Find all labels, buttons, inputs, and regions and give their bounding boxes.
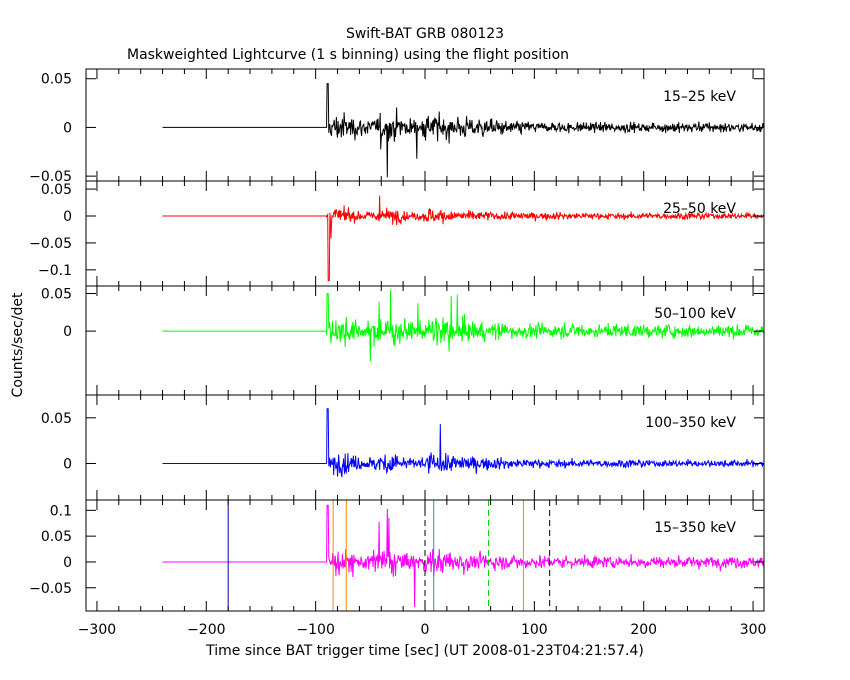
x-tick-label: −300 [78,622,116,638]
panel-frame [85,285,765,396]
y-tick-label: 0.05 [41,529,72,545]
series-line [162,408,765,478]
x-tick-label: 300 [740,622,767,638]
x-axis-label: Time since BAT trigger time [sec] (UT 20… [205,643,644,659]
panel-3: 0 0.05 50–100 keV [41,285,765,396]
chart-title: Swift-BAT GRB 080123 [346,26,504,42]
band-label: 50–100 keV [654,306,736,322]
panel-1: −0.05 0 0.05 15–25 keV [29,68,765,185]
series-line [162,290,765,362]
x-tick-label: 200 [630,622,657,638]
y-tick-label: 0 [63,324,72,340]
band-label: 100–350 keV [645,415,736,431]
series-line [162,195,765,282]
y-tick-label: −0.05 [29,236,72,252]
panel-5: −0.05 0 0.05 0.1 15–350 keV [29,499,765,612]
x-tick-label: 100 [521,622,548,638]
panel-4: 0 0.05 100–350 keV [41,394,765,501]
y-axis-label: Counts/sec/det [10,292,26,397]
x-tick-label: −200 [187,622,225,638]
y-tick-label: 0 [63,209,72,225]
y-tick-label: 0.05 [41,411,72,427]
y-tick-label: −0.1 [38,263,72,279]
y-tick-label: 0.1 [50,503,72,519]
y-tick-label: 0.05 [41,182,72,198]
y-tick-label: 0 [63,456,72,472]
chart-subtitle: Maskweighted Lightcurve (1 s binning) us… [127,47,569,63]
y-tick-label: 0 [63,120,72,136]
y-tick-label: −0.05 [29,581,72,597]
band-label: 15–350 keV [654,520,736,536]
series-line [162,83,765,178]
panel-2: −0.1 −0.05 0 0.05 25–50 keV [29,180,765,287]
y-tick-label: 0 [63,555,72,571]
panel-frame [85,180,765,287]
y-tick-label: 0.05 [41,72,72,88]
y-tick-label: 0.05 [41,287,72,303]
panels-group: −0.05 0 0.05 15–25 keV −0.1 −0.05 0 0.05 25–50 k… [29,68,767,638]
y-tick-label: −0.05 [29,169,72,185]
x-tick-label: 0 [421,622,430,638]
band-label: 25–50 keV [663,201,736,217]
band-label: 15–25 keV [663,89,736,105]
series-line [162,504,765,608]
x-tick-label: −100 [296,622,334,638]
panel-frame [85,394,765,501]
